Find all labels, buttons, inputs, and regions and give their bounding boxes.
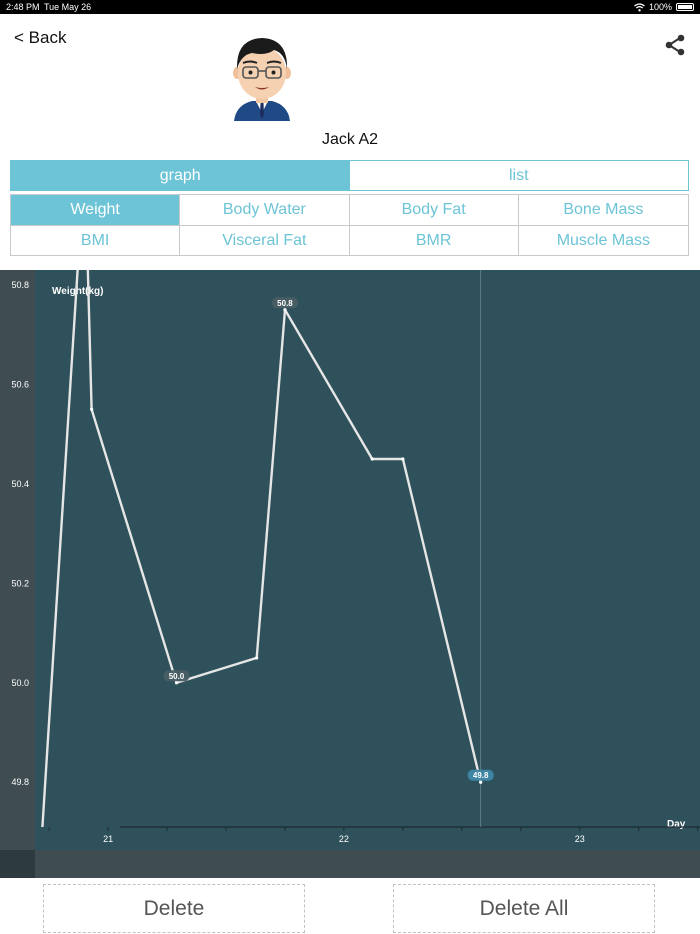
- wifi-icon: [634, 2, 645, 11]
- delete-all-button[interactable]: Delete All: [393, 884, 655, 933]
- status-right: 100%: [634, 0, 694, 14]
- delete-button[interactable]: Delete: [43, 884, 305, 933]
- user-name: Jack A2: [321, 131, 379, 148]
- data-label-bg: [271, 297, 298, 309]
- metric-visceral-fat[interactable]: Visceral Fat: [180, 226, 350, 256]
- status-bar: 2:48 PM Tue May 26 100%: [0, 0, 700, 14]
- weight-chart-svg[interactable]: Weight(kg) Day 21 22 23 50.8 50.6 50.4 50.2 50.…: [0, 270, 700, 878]
- view-toggle: graph list: [10, 160, 689, 191]
- share-icon[interactable]: [664, 34, 686, 56]
- data-point: [401, 457, 405, 461]
- x-tick-label: 21: [103, 834, 113, 844]
- y-axis-label: Weight(kg): [52, 286, 103, 297]
- scroll-bar[interactable]: [0, 850, 700, 878]
- metric-muscle-mass[interactable]: Muscle Mass: [556, 232, 651, 249]
- y-tick-label: 50.2: [11, 578, 29, 588]
- battery-icon: [676, 3, 694, 11]
- data-point: [174, 681, 179, 685]
- data-point: [89, 407, 94, 411]
- metric-selector: Weight Body Water Body Fat Bone Mass BMI…: [10, 194, 689, 256]
- battery-percent: 100%: [648, 2, 672, 12]
- data-label: 50.0: [169, 672, 185, 681]
- avatar: [233, 38, 291, 121]
- metric-body-fat[interactable]: Body Fat: [349, 195, 519, 226]
- y-tick-label: 49.8: [11, 777, 29, 787]
- data-point: [283, 308, 287, 312]
- x-tick-label: 23: [575, 834, 585, 844]
- y-tick-label: 50.6: [11, 379, 29, 389]
- data-point: [370, 457, 374, 461]
- data-label-bg: [163, 670, 190, 682]
- data-point: [479, 780, 483, 784]
- metric-bmr[interactable]: BMR: [350, 226, 519, 256]
- y-axis-panel: [0, 270, 35, 878]
- data-label: 49.8: [473, 771, 489, 780]
- scroll-corner: [0, 850, 35, 878]
- data-point: [40, 830, 43, 833]
- metric-weight[interactable]: Weight: [11, 195, 181, 226]
- y-tick-label: 50.0: [11, 678, 29, 688]
- data-point: [255, 656, 259, 660]
- weight-series-line: [41, 270, 482, 827]
- weight-chart[interactable]: Weight(kg) Day 21 22 23 50.8 50.6 50.4 50.2 50.…: [0, 270, 700, 878]
- y-tick-label: 50.8: [11, 280, 29, 290]
- y-tick-label: 50.4: [11, 479, 29, 489]
- data-label: 50.8: [277, 299, 293, 308]
- x-tick-label: 22: [339, 834, 349, 844]
- back-button[interactable]: < Back: [14, 28, 67, 47]
- metric-bone-mass[interactable]: Bone Mass: [518, 195, 688, 226]
- metric-bmi[interactable]: BMI: [11, 226, 181, 256]
- tab-list[interactable]: list: [349, 161, 688, 190]
- tab-graph[interactable]: graph: [11, 161, 350, 190]
- x-axis-label: Day: [667, 819, 686, 830]
- data-label-bg: [467, 769, 494, 781]
- status-date: Tue May 26: [44, 2, 92, 12]
- status-time: 2:48 PM: [6, 2, 40, 12]
- metric-body-water[interactable]: Body Water: [180, 195, 350, 226]
